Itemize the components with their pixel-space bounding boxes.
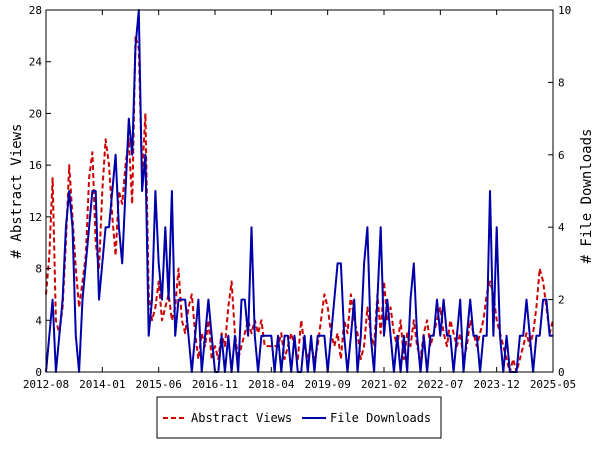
y-left-axis-title: # Abstract Views	[9, 124, 25, 259]
x-tick-label: 2018-04	[248, 378, 295, 391]
axes-layer: 2012-08 2014-01 2015-06 2016-11 2018-04 2019-…	[23, 4, 576, 391]
y-left-tick-label: 0	[35, 366, 42, 379]
y-right-tick-label: 4	[558, 221, 565, 234]
x-tick-label: 2019-09	[304, 378, 350, 391]
x-tick-label: 2022-07	[417, 378, 463, 391]
x-tick-label: 2025-05	[530, 378, 576, 391]
x-tick-label: 2023-12	[473, 378, 519, 391]
y-right-tick-label: 8	[558, 76, 565, 89]
x-tick-label: 2014-01	[79, 378, 125, 391]
y-left-tick-label: 12	[29, 211, 42, 224]
y-right-tick-label: 6	[558, 149, 565, 162]
legend-label-file-downloads: File Downloads	[330, 411, 431, 425]
plot-frame	[45, 9, 554, 373]
y-right-tick-label: 10	[558, 4, 571, 17]
y-left-tick-label: 28	[29, 4, 42, 17]
y-left-tick-label: 4	[35, 314, 42, 327]
legend-box	[156, 396, 442, 439]
x-tick-label: 2012-08	[23, 378, 69, 391]
x-tick-label: 2021-02	[361, 378, 407, 391]
y-left-tick-label: 8	[35, 263, 42, 276]
y-right-tick-label: 0	[558, 366, 565, 379]
y-left-tick-label: 20	[29, 107, 42, 120]
y-left-tick-label: 16	[29, 159, 42, 172]
series-line-abstract-views	[45, 34, 554, 373]
legend: Abstract Views File Downloads	[156, 396, 442, 439]
x-tick-label: 2015-06	[135, 378, 181, 391]
x-tick-label: 2016-11	[192, 378, 238, 391]
y-right-axis-title: # File Downloads	[579, 129, 595, 264]
y-left-tick-label: 24	[29, 56, 43, 69]
legend-label-abstract-views: Abstract Views	[191, 411, 292, 425]
y-right-tick-label: 2	[558, 294, 565, 307]
